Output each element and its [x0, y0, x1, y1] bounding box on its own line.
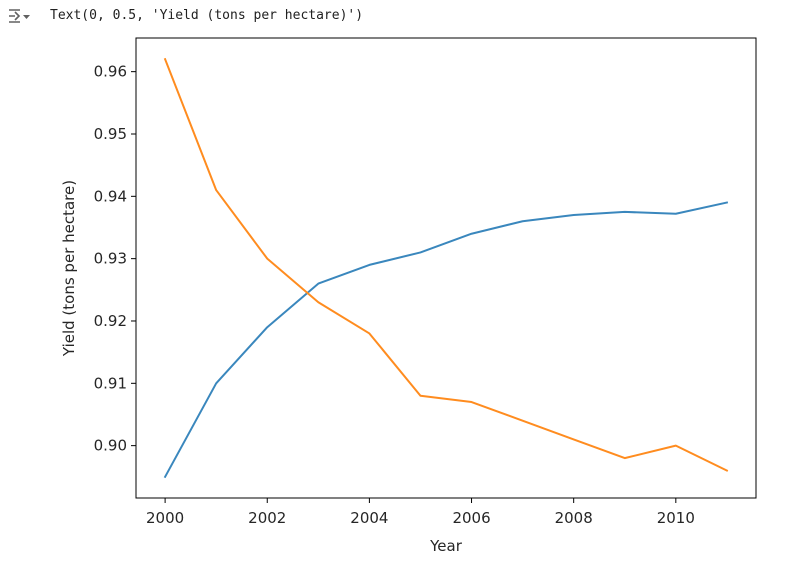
y-tick-label: 0.96 [94, 63, 127, 81]
y-tick-label: 0.91 [94, 374, 127, 392]
x-tick-label: 2000 [146, 509, 184, 527]
x-axis-label: Year [429, 537, 463, 555]
x-tick-label: 2004 [350, 509, 388, 527]
y-axis-label: Yield (tons per hectare) [60, 180, 78, 357]
plot-area-frame [135, 37, 757, 499]
y-tick-label: 0.93 [94, 250, 127, 268]
x-tick-label: 2008 [555, 509, 593, 527]
y-tick-label: 0.92 [94, 312, 127, 330]
series-line-1 [163, 201, 729, 479]
x-tick-label: 2002 [248, 509, 286, 527]
x-tick-label: 2010 [657, 509, 695, 527]
output-text: Text(0, 0.5, 'Yield (tons per hectare)') [50, 8, 364, 23]
cell-output-row: Text(0, 0.5, 'Yield (tons per hectare)') [0, 0, 785, 34]
y-tick-label: 0.95 [94, 125, 127, 143]
x-tick-label: 2006 [452, 509, 490, 527]
y-tick-label: 0.94 [94, 187, 127, 205]
series-line-2 [163, 57, 729, 472]
output-collapse-icon[interactable] [6, 6, 32, 28]
y-tick-label: 0.90 [94, 437, 127, 455]
